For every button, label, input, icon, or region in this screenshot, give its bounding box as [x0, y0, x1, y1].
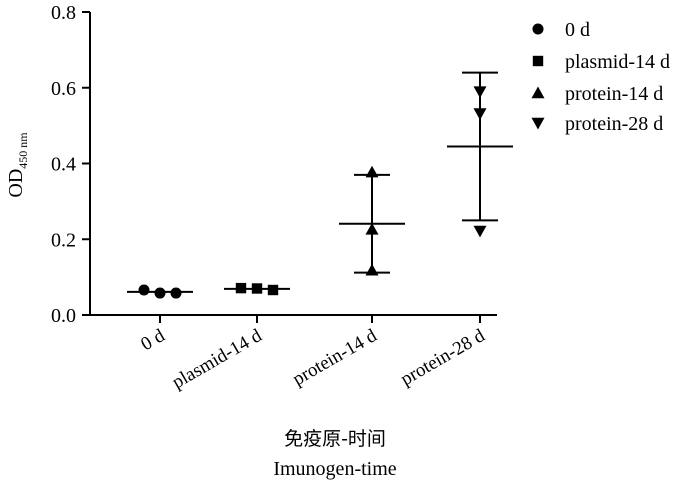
y-tick-label: 0.0	[51, 305, 76, 327]
legend-label: protein-28 d	[565, 113, 663, 135]
data-point	[170, 287, 182, 299]
legend-label: plasmid-14 d	[565, 51, 670, 73]
y-axis-title-main: OD	[5, 169, 27, 198]
x-ticks: 0 d plasmid-14 d protein-14 d protein-28 d	[137, 315, 489, 393]
legend-marker	[531, 86, 545, 99]
legend: 0 d plasmid-14 d protein-14 d protein-28 d	[531, 19, 670, 135]
data-point	[267, 284, 279, 296]
x-tick-label: protein-14 d	[289, 325, 381, 390]
data-point	[235, 282, 247, 294]
legend-label: 0 d	[565, 19, 590, 41]
y-ticks: 0.0 0.2 0.4 0.6 0.8	[51, 2, 90, 327]
data-point	[251, 283, 263, 294]
x-axis-title: Imunogen-time	[273, 458, 396, 480]
data-point	[154, 287, 166, 299]
data-point	[473, 86, 487, 99]
y-tick-label: 0.4	[51, 154, 76, 176]
y-tick-label: 0.6	[51, 78, 76, 100]
axes	[89, 12, 497, 316]
legend-marker	[532, 55, 544, 67]
series-3	[339, 165, 405, 276]
y-tick-label: 0.2	[51, 229, 76, 251]
x-tick-label: plasmid-14 d	[169, 325, 266, 393]
x-tick-label: protein-28 d	[397, 325, 489, 390]
y-axis-title-subscript: 450 nm	[16, 132, 30, 169]
data-point	[365, 263, 379, 276]
y-axis-title: OD450 nm	[5, 132, 30, 198]
x-tick-label: 0 d	[137, 325, 169, 355]
series-1	[127, 284, 193, 299]
data-point	[365, 222, 379, 235]
data-point	[473, 225, 487, 238]
data-point	[365, 165, 379, 178]
legend-marker	[532, 23, 544, 35]
y-tick-label: 0.8	[51, 2, 76, 24]
legend-marker	[531, 117, 545, 130]
series-2	[224, 282, 290, 296]
legend-label: protein-14 d	[565, 83, 663, 105]
x-axis-title-chinese: 免疫原-时间	[284, 428, 386, 450]
series-4	[447, 71, 513, 238]
data-point	[138, 284, 150, 296]
series-group	[127, 71, 513, 299]
data-point	[473, 108, 487, 121]
